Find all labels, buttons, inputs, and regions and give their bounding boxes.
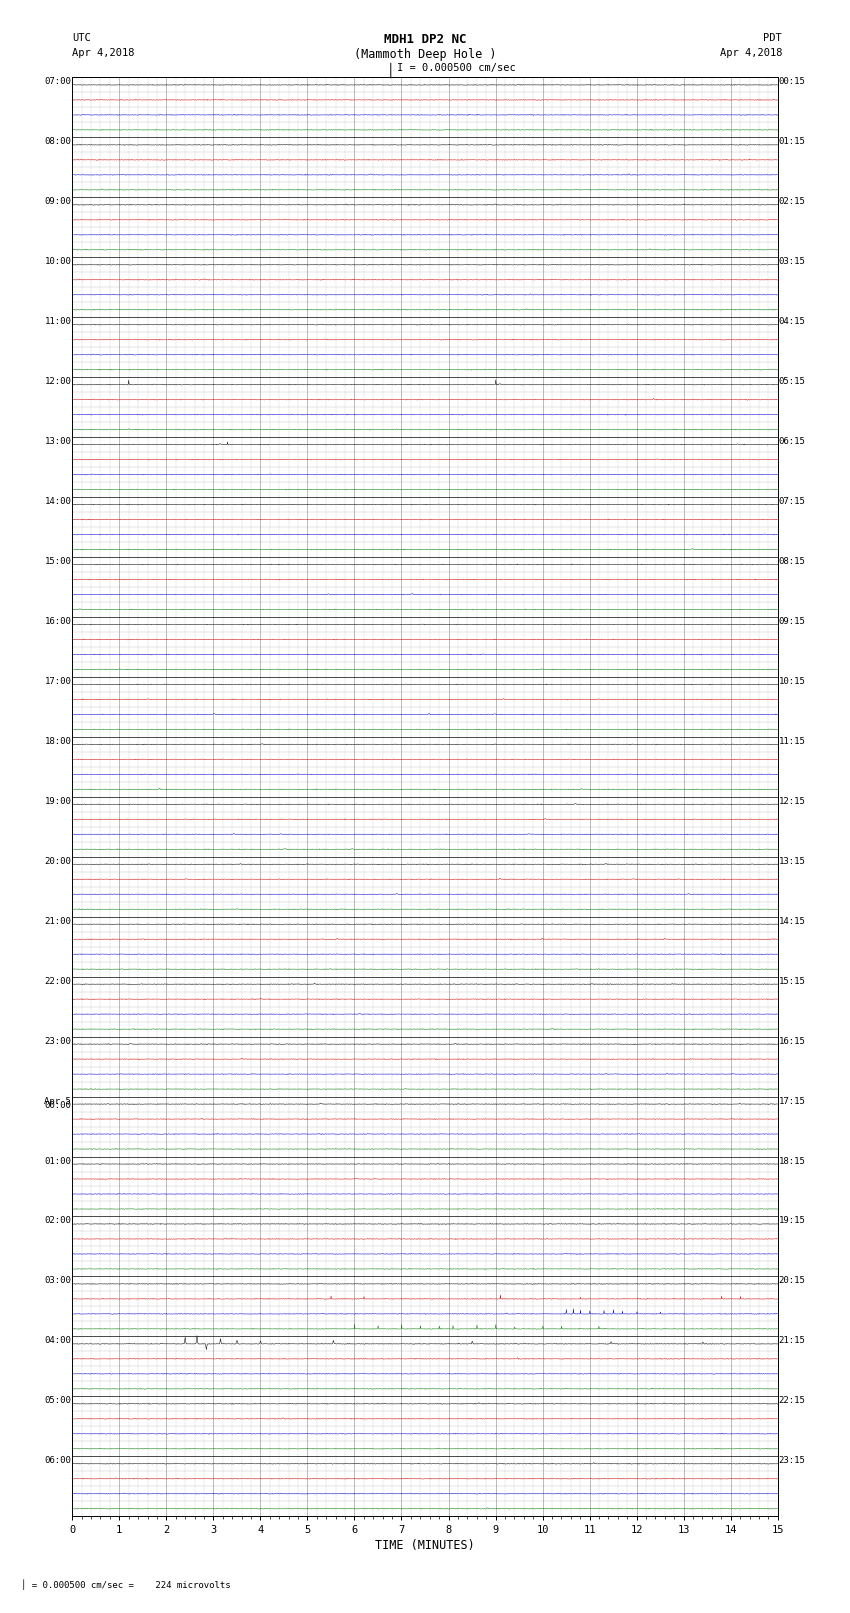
Text: 14:00: 14:00	[44, 497, 71, 506]
Text: 14:15: 14:15	[779, 916, 806, 926]
Text: 13:00: 13:00	[44, 437, 71, 447]
Text: 15:00: 15:00	[44, 556, 71, 566]
Text: 00:15: 00:15	[779, 77, 806, 87]
Text: 04:00: 04:00	[44, 1336, 71, 1345]
Text: Apr 4,2018: Apr 4,2018	[719, 48, 782, 58]
Text: 21:00: 21:00	[44, 916, 71, 926]
Text: 11:15: 11:15	[779, 737, 806, 745]
Text: 07:15: 07:15	[779, 497, 806, 506]
Text: Apr 5: Apr 5	[44, 1097, 71, 1105]
Text: 22:00: 22:00	[44, 977, 71, 986]
Text: 06:00: 06:00	[44, 1457, 71, 1465]
Text: 03:15: 03:15	[779, 258, 806, 266]
Text: 01:00: 01:00	[44, 1157, 71, 1166]
Text: 21:15: 21:15	[779, 1336, 806, 1345]
Text: │: │	[387, 63, 394, 79]
Text: 19:00: 19:00	[44, 797, 71, 806]
Text: 05:00: 05:00	[44, 1397, 71, 1405]
Text: 04:15: 04:15	[779, 318, 806, 326]
Text: 09:15: 09:15	[779, 618, 806, 626]
Text: 11:00: 11:00	[44, 318, 71, 326]
Text: 19:15: 19:15	[779, 1216, 806, 1226]
Text: 10:15: 10:15	[779, 677, 806, 686]
Text: 13:15: 13:15	[779, 857, 806, 866]
Text: 18:15: 18:15	[779, 1157, 806, 1166]
Text: 16:00: 16:00	[44, 618, 71, 626]
Text: 20:15: 20:15	[779, 1276, 806, 1286]
Text: 02:00: 02:00	[44, 1216, 71, 1226]
Text: 22:15: 22:15	[779, 1397, 806, 1405]
Text: 18:00: 18:00	[44, 737, 71, 745]
Text: 08:15: 08:15	[779, 556, 806, 566]
Text: Apr 4,2018: Apr 4,2018	[72, 48, 135, 58]
Text: 01:15: 01:15	[779, 137, 806, 147]
Text: 03:00: 03:00	[44, 1276, 71, 1286]
Text: UTC: UTC	[72, 32, 91, 44]
Text: 08:00: 08:00	[44, 137, 71, 147]
Text: 06:15: 06:15	[779, 437, 806, 447]
Text: 12:15: 12:15	[779, 797, 806, 806]
Text: 00:00: 00:00	[44, 1102, 71, 1110]
Text: 16:15: 16:15	[779, 1037, 806, 1045]
Text: 07:00: 07:00	[44, 77, 71, 87]
Text: 17:15: 17:15	[779, 1097, 806, 1105]
Text: 17:00: 17:00	[44, 677, 71, 686]
Text: PDT: PDT	[763, 32, 782, 44]
Text: 09:00: 09:00	[44, 197, 71, 206]
Text: │ = 0.000500 cm/sec =    224 microvolts: │ = 0.000500 cm/sec = 224 microvolts	[21, 1579, 231, 1590]
Text: 20:00: 20:00	[44, 857, 71, 866]
Text: I = 0.000500 cm/sec: I = 0.000500 cm/sec	[397, 63, 516, 73]
Text: 23:15: 23:15	[779, 1457, 806, 1465]
Text: 02:15: 02:15	[779, 197, 806, 206]
X-axis label: TIME (MINUTES): TIME (MINUTES)	[375, 1539, 475, 1552]
Text: (Mammoth Deep Hole ): (Mammoth Deep Hole )	[354, 48, 496, 61]
Text: 12:00: 12:00	[44, 377, 71, 386]
Text: MDH1 DP2 NC: MDH1 DP2 NC	[383, 32, 467, 47]
Text: 05:15: 05:15	[779, 377, 806, 386]
Text: 10:00: 10:00	[44, 258, 71, 266]
Text: 15:15: 15:15	[779, 977, 806, 986]
Text: 23:00: 23:00	[44, 1037, 71, 1045]
